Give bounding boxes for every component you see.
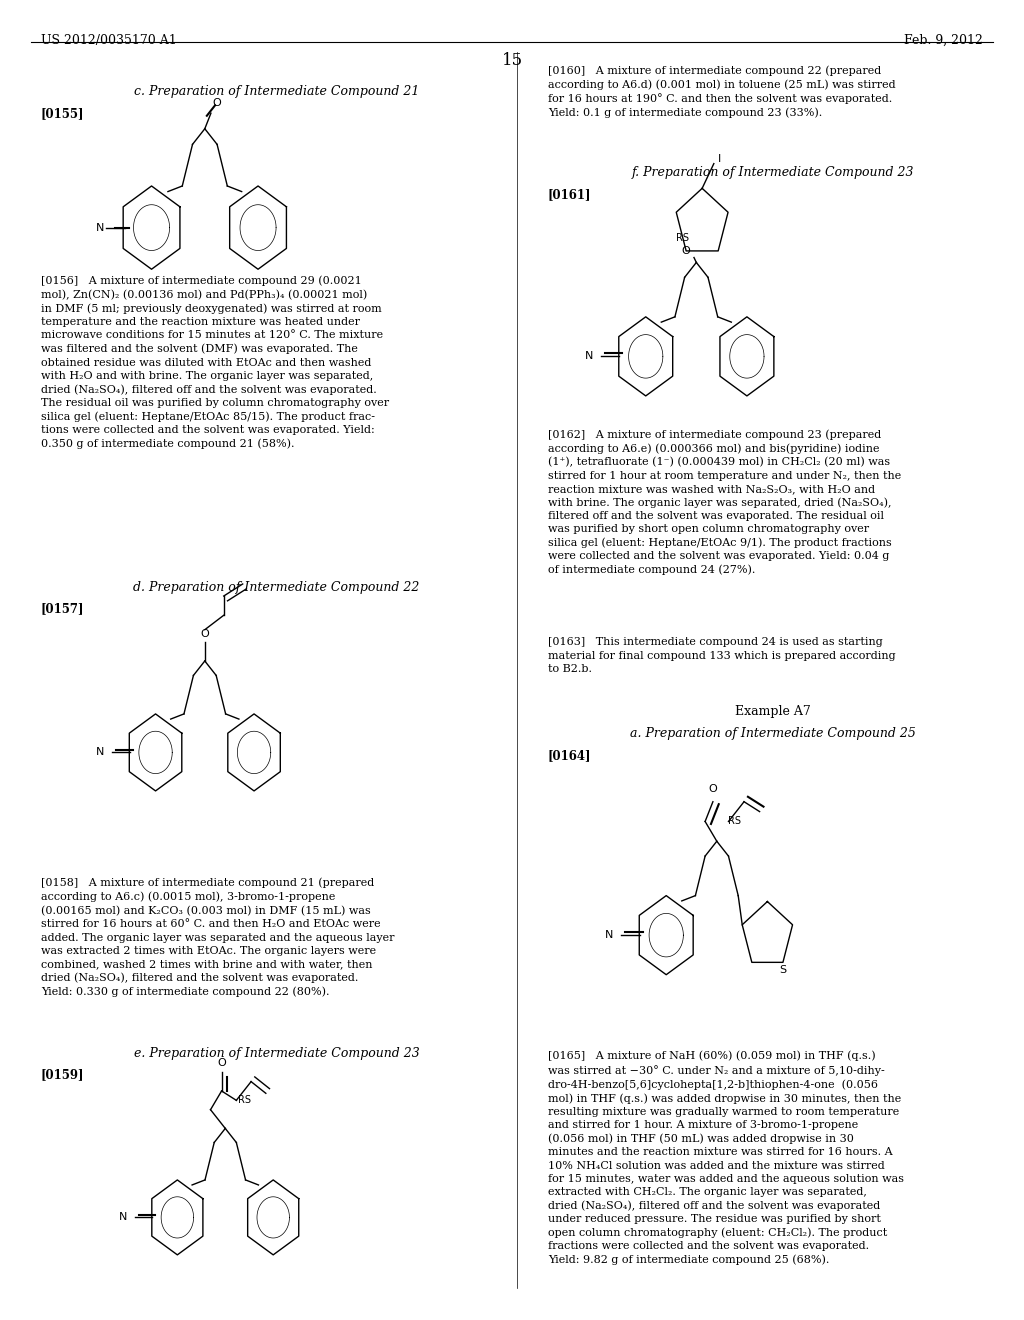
Text: O: O xyxy=(709,784,717,795)
Text: O: O xyxy=(213,98,221,108)
Text: [0160]   A mixture of intermediate compound 22 (prepared
according to A6.d) (0.0: [0160] A mixture of intermediate compoun… xyxy=(548,65,895,117)
Text: Example A7: Example A7 xyxy=(735,705,811,718)
Text: d. Preparation of Intermediate Compound 22: d. Preparation of Intermediate Compound … xyxy=(133,581,420,594)
Text: N: N xyxy=(96,747,104,758)
Text: f. Preparation of Intermediate Compound 23: f. Preparation of Intermediate Compound … xyxy=(632,166,914,180)
Text: I: I xyxy=(718,153,721,164)
Text: S: S xyxy=(779,965,786,974)
Text: RS: RS xyxy=(676,232,688,243)
Text: RS: RS xyxy=(239,1096,251,1105)
Text: [0162]   A mixture of intermediate compound 23 (prepared
according to A6.e) (0.0: [0162] A mixture of intermediate compoun… xyxy=(548,429,901,576)
Text: N: N xyxy=(605,931,613,940)
Text: e. Preparation of Intermediate Compound 23: e. Preparation of Intermediate Compound … xyxy=(133,1047,420,1060)
Text: N: N xyxy=(585,351,593,362)
Text: US 2012/0035170 A1: US 2012/0035170 A1 xyxy=(41,34,177,46)
Text: O: O xyxy=(217,1057,226,1068)
Text: [0155]: [0155] xyxy=(41,107,84,120)
Text: [0158]   A mixture of intermediate compound 21 (prepared
according to A6.c) (0.0: [0158] A mixture of intermediate compoun… xyxy=(41,878,394,997)
Text: [0165]   A mixture of NaH (60%) (0.059 mol) in THF (q.s.)
was stirred at −30° C.: [0165] A mixture of NaH (60%) (0.059 mol… xyxy=(548,1051,904,1266)
Text: c. Preparation of Intermediate Compound 21: c. Preparation of Intermediate Compound … xyxy=(134,84,419,98)
Text: [0157]: [0157] xyxy=(41,602,84,615)
Text: [0163]   This intermediate compound 24 is used as starting
material for final co: [0163] This intermediate compound 24 is … xyxy=(548,638,895,673)
Text: a. Preparation of Intermediate Compound 25: a. Preparation of Intermediate Compound … xyxy=(630,727,916,741)
Text: [0159]: [0159] xyxy=(41,1068,84,1081)
Text: [0156]   A mixture of intermediate compound 29 (0.0021
mol), Zn(CN)₂ (0.00136 mo: [0156] A mixture of intermediate compoun… xyxy=(41,276,389,449)
Text: [0164]: [0164] xyxy=(548,750,591,762)
Text: Feb. 9, 2012: Feb. 9, 2012 xyxy=(904,34,983,46)
Text: [0161]: [0161] xyxy=(548,189,591,202)
Text: RS: RS xyxy=(728,817,741,826)
Text: 15: 15 xyxy=(502,51,522,69)
Text: O: O xyxy=(682,246,690,256)
Text: O: O xyxy=(201,630,209,639)
Text: N: N xyxy=(96,223,104,232)
Text: N: N xyxy=(119,1212,128,1222)
